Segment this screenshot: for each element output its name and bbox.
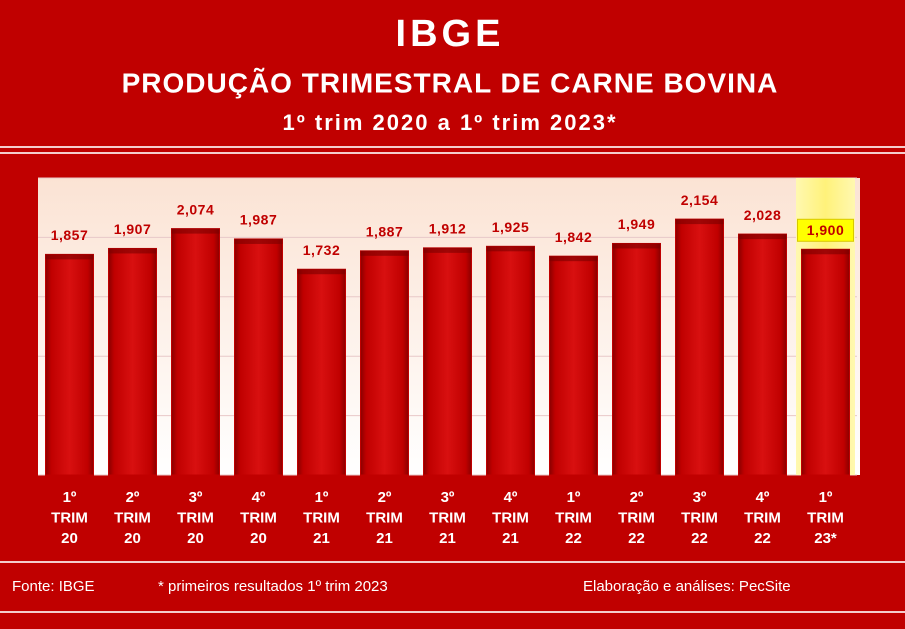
bar [549,255,598,476]
x-tick-label: 22 [628,530,645,547]
x-tick-label: 1º [819,489,833,506]
x-tick-label: 21 [313,530,330,547]
x-tick-label: 4º [504,489,518,506]
value-label: 2,154 [681,192,719,208]
x-tick-label: TRIM [807,509,844,526]
bar-top [612,243,661,249]
x-tick-label: TRIM [51,509,88,526]
x-tick-label: 21 [502,530,519,547]
bar-top [423,247,472,253]
bar [45,253,94,476]
x-tick-label: 20 [124,530,141,547]
x-tick-label: TRIM [492,509,529,526]
x-tick-label: 4º [756,489,770,506]
x-tick-label: 22 [565,530,582,547]
x-tick-label: 22 [691,530,708,547]
x-tick-label: TRIM [681,509,718,526]
bar-top [486,246,535,252]
x-tick-label: 23* [814,530,837,547]
x-tick-label: 2º [378,489,392,506]
bar-top [675,219,724,225]
x-tick-label: TRIM [429,509,466,526]
x-tick-label: 1º [567,489,581,506]
x-tick-label: 21 [439,530,456,547]
bar [486,245,535,476]
bar [675,218,724,476]
value-label: 1,887 [366,224,404,240]
x-tick-label: 3º [441,489,455,506]
value-label: 1,857 [51,227,89,243]
value-label: 2,074 [177,201,215,217]
x-tick-label: TRIM [114,509,151,526]
value-label-box [797,218,854,242]
bar-top [801,249,850,255]
value-label: 1,987 [240,212,278,228]
value-label: 1,842 [555,229,593,245]
x-tick-label: TRIM [744,509,781,526]
bar [297,268,346,476]
x-tick-label: 22 [754,530,771,547]
bar-top [108,248,157,254]
bar-top [297,269,346,275]
chart-subtitle: PRODUÇÃO TRIMESTRAL DE CARNE BOVINA [122,67,779,98]
value-label: 1,900 [807,222,845,238]
x-tick-label: TRIM [240,509,277,526]
bar-top [171,228,220,234]
bar-top [234,238,283,244]
x-tick-label: 20 [61,530,78,547]
bar [234,238,283,476]
chart-period: 1º trim 2020 a 1º trim 2023* [282,110,617,135]
x-tick-label: TRIM [555,509,592,526]
bar [801,248,850,476]
credit: Elaboração e análises: PecSite [583,578,791,595]
chart-title: IBGE [396,13,505,55]
bar-top [738,234,787,240]
x-tick-label: 3º [189,489,203,506]
value-label: 1,907 [114,221,152,237]
x-tick-label: 20 [187,530,204,547]
x-tick-label: 2º [630,489,644,506]
bar-top [549,256,598,262]
x-tick-label: 2º [126,489,140,506]
x-tick-label: TRIM [366,509,403,526]
x-tick-label: 1º [315,489,329,506]
x-tick-label: TRIM [618,509,655,526]
x-tick-label: 1º [63,489,77,506]
x-tick-label: 4º [252,489,266,506]
bar [171,228,220,476]
value-label: 1,925 [492,219,530,235]
note: * primeiros resultados 1º trim 2023 [158,578,388,595]
bar-top [45,254,94,260]
bar [108,247,157,476]
bar [738,233,787,476]
value-label: 1,949 [618,216,656,232]
x-tick-label: 3º [693,489,707,506]
value-label: 1,912 [429,221,467,237]
value-label: 2,028 [744,207,782,223]
x-tick-label: TRIM [177,509,214,526]
bar [612,242,661,476]
bar [360,250,409,476]
x-tick-label: 21 [376,530,393,547]
source: Fonte: IBGE [12,578,95,595]
value-label: 1,732 [303,242,341,258]
bar [423,247,472,476]
x-tick-label: 20 [250,530,267,547]
bar-top [360,250,409,256]
x-tick-label: TRIM [303,509,340,526]
